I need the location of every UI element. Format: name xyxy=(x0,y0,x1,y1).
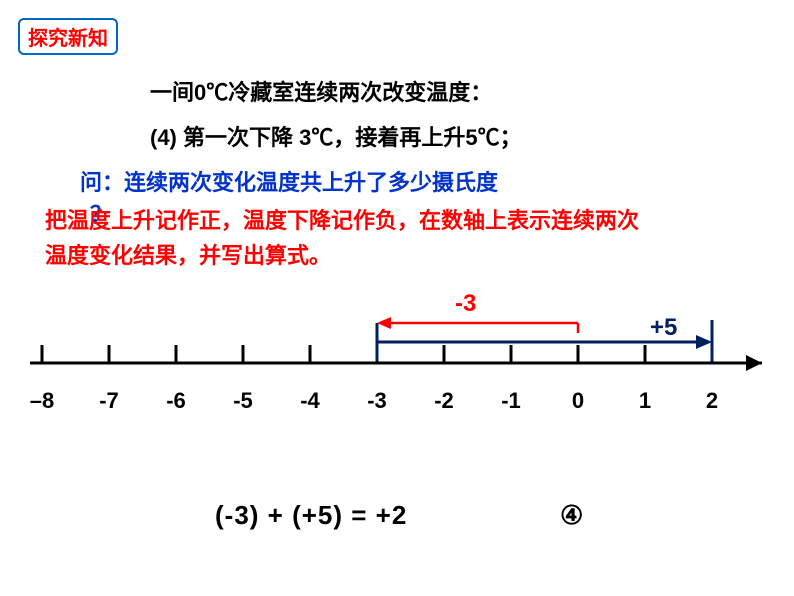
number-line-svg xyxy=(30,308,770,388)
circled-number: ④ xyxy=(560,500,583,531)
tick-label: -2 xyxy=(434,388,454,414)
text-instruction-b: 温度变化结果，并写出算式。 xyxy=(45,238,331,270)
tick-label: -5 xyxy=(233,388,253,414)
tick-label: –8 xyxy=(30,388,54,414)
tick-label: -4 xyxy=(300,388,320,414)
tick-label: 2 xyxy=(706,388,718,414)
tick-label: -1 xyxy=(501,388,521,414)
badge-explore: 探究新知 xyxy=(18,18,118,55)
tick-label: -3 xyxy=(367,388,387,414)
text-question: 问：连续两次变化温度共上升了多少摄氏度 xyxy=(80,165,498,197)
number-line-svg-wrap xyxy=(30,308,770,388)
equation: (-3) + (+5) = +2 xyxy=(215,500,407,531)
tick-label: -7 xyxy=(99,388,119,414)
text-item4: (4) 第一次下降 3℃，接着再上升5℃； xyxy=(150,120,522,152)
number-line-diagram: -3 +5 –8-7-6-5-4-3-2-1012 xyxy=(30,290,770,420)
text-intro: 一间0℃冷藏室连续两次改变温度： xyxy=(150,75,492,107)
text-instruction-a: 把温度上升记作正，温度下降记作负，在数轴上表示连续两次 xyxy=(45,203,639,238)
tick-label: 0 xyxy=(572,388,584,414)
tick-label: 1 xyxy=(639,388,651,414)
tick-label: -6 xyxy=(166,388,186,414)
